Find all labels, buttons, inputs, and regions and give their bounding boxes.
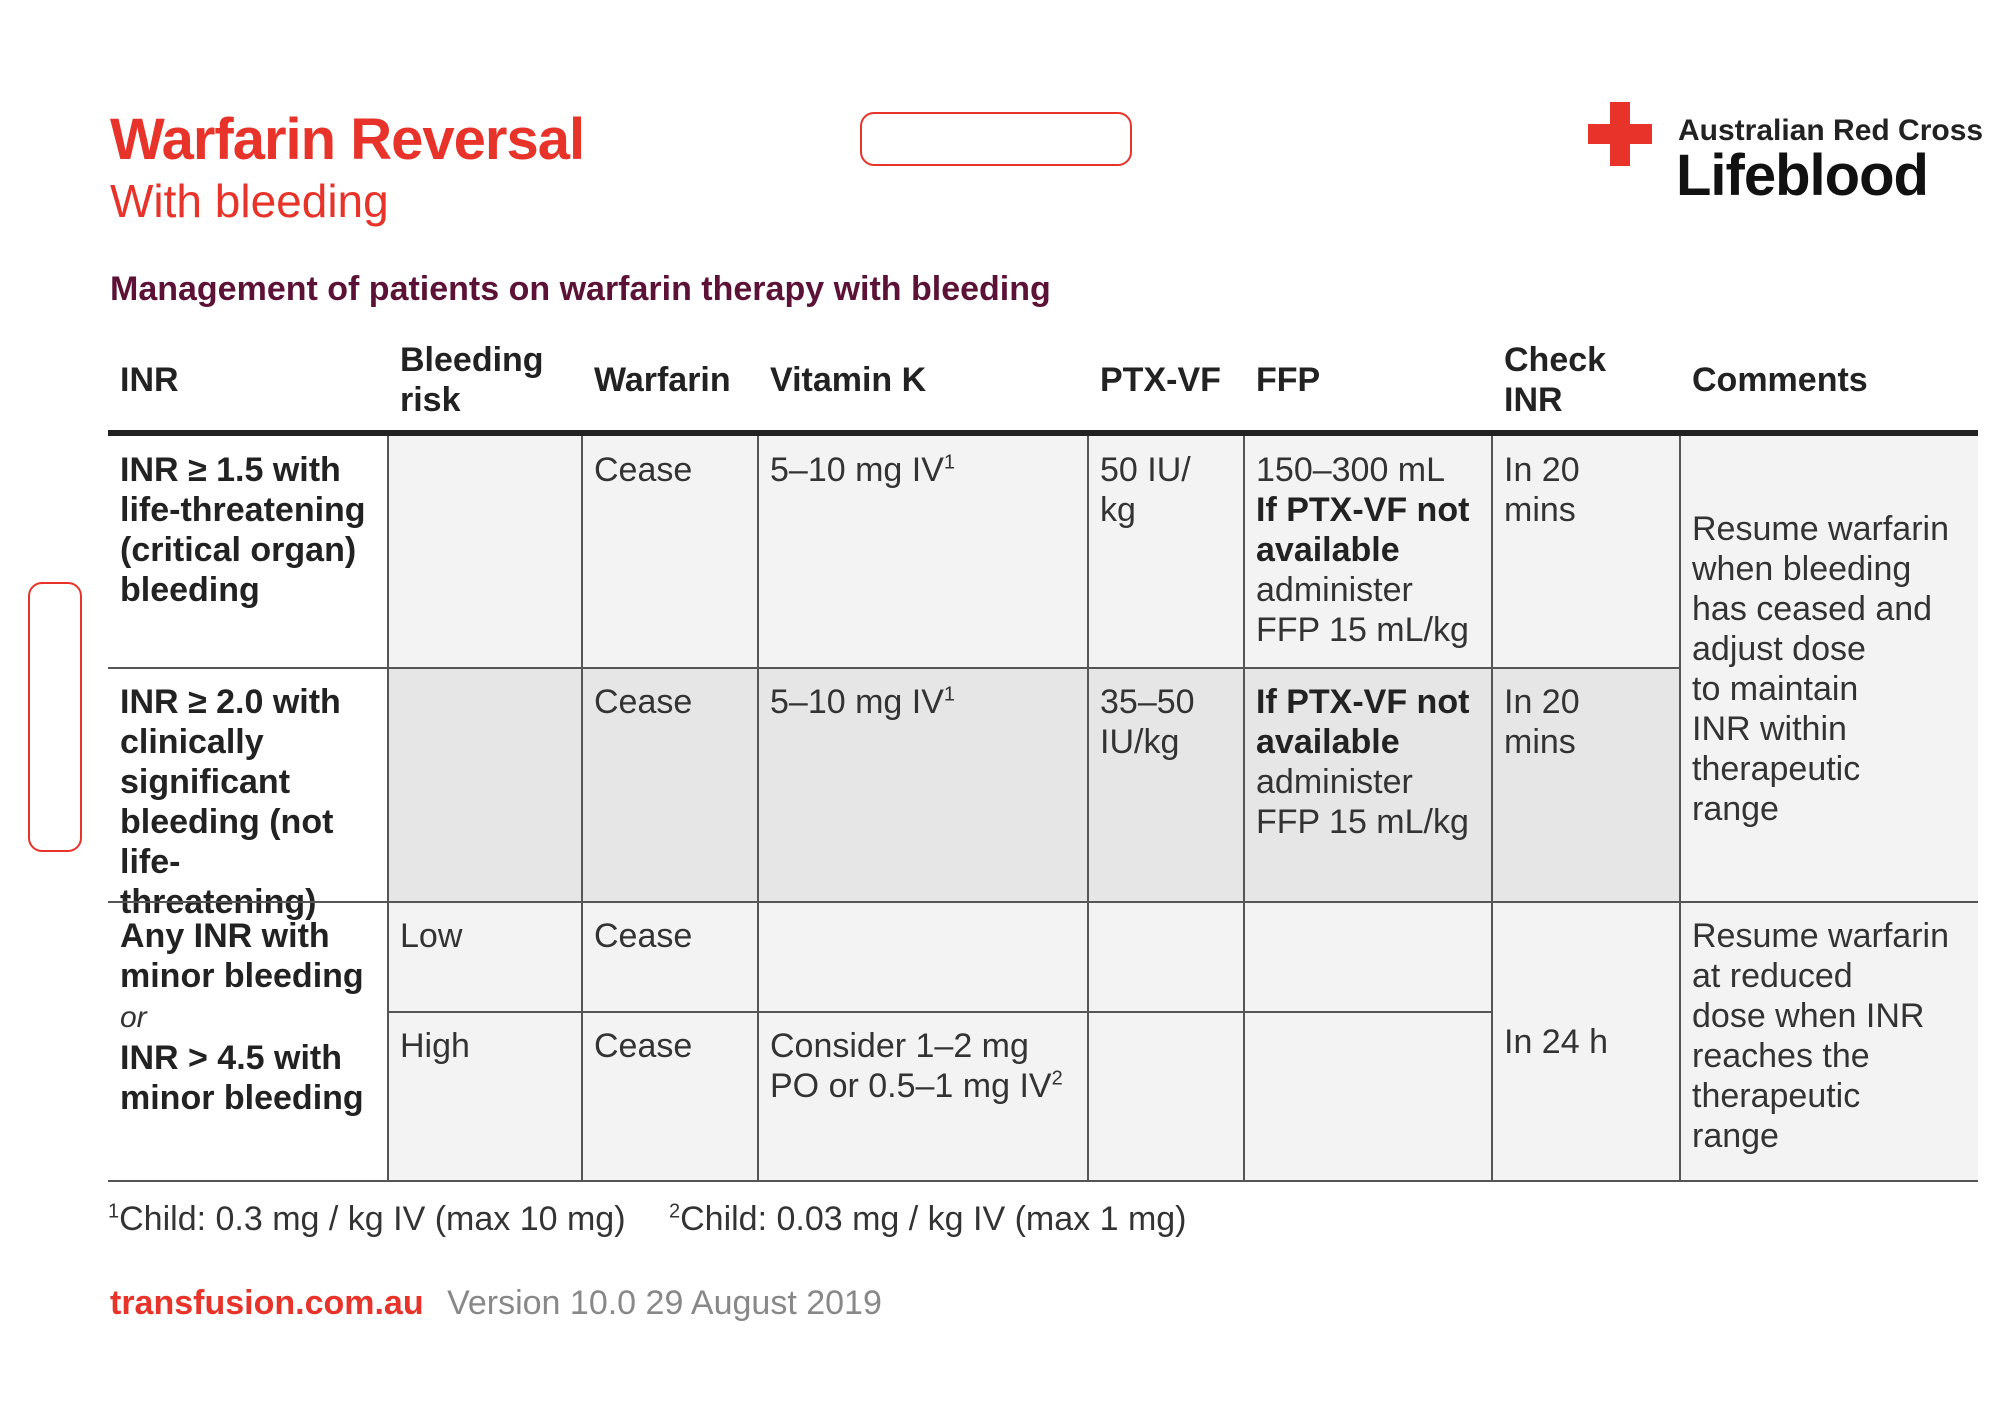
- red-cross-icon: [1588, 102, 1652, 166]
- grid-line-h3: [388, 1011, 1492, 1013]
- page-title: Warfarin Reversal: [110, 107, 585, 172]
- row1-warfarin: Cease: [582, 436, 758, 668]
- footnotes: 1Child: 0.3 mg / kg IV (max 10 mg) 2Chil…: [108, 1200, 1221, 1239]
- row3-check-inr: In 24 h: [1492, 902, 1680, 1182]
- footer: transfusion.com.au Version 10.0 29 Augus…: [110, 1284, 882, 1323]
- row1-ffp: 150–300 mL If PTX-VF not available administ…: [1244, 436, 1492, 668]
- row3-high-ffp: [1244, 1012, 1492, 1182]
- row3-high-ptx-vf: [1088, 1012, 1244, 1182]
- card-slot-top: [860, 112, 1132, 166]
- footnote-1: 1Child: 0.3 mg / kg IV (max 10 mg): [108, 1200, 626, 1238]
- page-subtitle: With bleeding: [110, 175, 389, 227]
- grid-line-v1: [387, 436, 389, 1182]
- row3-low-ffp: [1244, 902, 1492, 1012]
- lifeblood-logo: Australian Red Cross Lifeblood: [1588, 100, 1983, 210]
- header-ffp: FFP: [1256, 361, 1321, 399]
- row2-bleeding-risk: [388, 668, 582, 902]
- grid-line-bottom: [108, 1180, 1978, 1182]
- grid-line-h2: [108, 901, 1978, 903]
- header-bleeding-risk: Bleeding risk: [400, 341, 544, 419]
- warfarin-table: INR Bleeding risk Warfarin Vitamin K PTX-…: [108, 330, 1978, 1182]
- row3-low-ptx-vf: [1088, 902, 1244, 1012]
- row1-inr: INR ≥ 1.5 with life-threatening (critical …: [120, 451, 366, 609]
- section-heading: Management of patients on warfarin thera…: [110, 270, 1051, 308]
- row1-ptx-vf: 50 IU/kg: [1088, 436, 1244, 668]
- grid-line-v6: [1491, 436, 1493, 1182]
- header-comments: Comments: [1692, 361, 1868, 399]
- row2-ptx-vf: 35–50 IU/kg: [1088, 668, 1244, 902]
- row3-inr: Any INR with minor bleeding or INR > 4.5 wi…: [120, 917, 364, 1117]
- logo-line-2: Lifeblood: [1676, 143, 1929, 208]
- grid-line-h1: [108, 667, 1680, 669]
- row2-vitamin-k: 5–10 mg IV1: [758, 668, 1088, 902]
- row3-high-warfarin: Cease: [582, 1012, 758, 1182]
- row1-check-inr: In 20 mins: [1492, 436, 1680, 668]
- header-vitamin-k: Vitamin K: [770, 361, 927, 399]
- grid-line-v2: [581, 436, 583, 1182]
- row2-check-inr: In 20 mins: [1492, 668, 1680, 902]
- header-warfarin: Warfarin: [594, 361, 731, 399]
- footnote-2: 2Child: 0.03 mg / kg IV (max 1 mg): [668, 1200, 1187, 1238]
- header-ptx-vf: PTX-VF: [1100, 361, 1221, 399]
- row3-high-vitamin-k: Consider 1–2 mg PO or 0.5–1 mg IV2: [758, 1012, 1088, 1182]
- grid-line-v5: [1243, 436, 1245, 1182]
- row1-bleeding-risk: [388, 436, 582, 668]
- row3-low-warfarin: Cease: [582, 902, 758, 1012]
- header-check-inr: Check INR: [1504, 341, 1607, 419]
- version-text: Version 10.0 29 August 2019: [447, 1284, 882, 1322]
- grid-line-v7: [1679, 436, 1681, 1182]
- row3-low-bleeding-risk: Low: [388, 902, 582, 1012]
- row1-vitamin-k: 5–10 mg IV1: [758, 436, 1088, 668]
- row2-ffp: If PTX-VF not available administer FFP 15 m…: [1244, 668, 1492, 902]
- grid-line-v3: [757, 436, 759, 1182]
- card-slot-left: [28, 582, 82, 852]
- row3-comments: Resume warfarin at reduced dose when INR re…: [1680, 902, 1978, 1182]
- row3-low-vitamin-k: [758, 902, 1088, 1012]
- grid-line-v4: [1087, 436, 1089, 1182]
- website-link[interactable]: transfusion.com.au: [110, 1284, 424, 1322]
- logo-line-1: Australian Red Cross: [1678, 114, 1984, 147]
- header-inr: INR: [120, 361, 179, 399]
- header-rule: [108, 430, 1978, 436]
- row3-high-bleeding-risk: High: [388, 1012, 582, 1182]
- row2-warfarin: Cease: [582, 668, 758, 902]
- row2-inr: INR ≥ 2.0 with clinically significant bleed…: [120, 683, 341, 921]
- rows1-2-comments: Resume warfarin when bleeding has ceased a…: [1680, 436, 1978, 902]
